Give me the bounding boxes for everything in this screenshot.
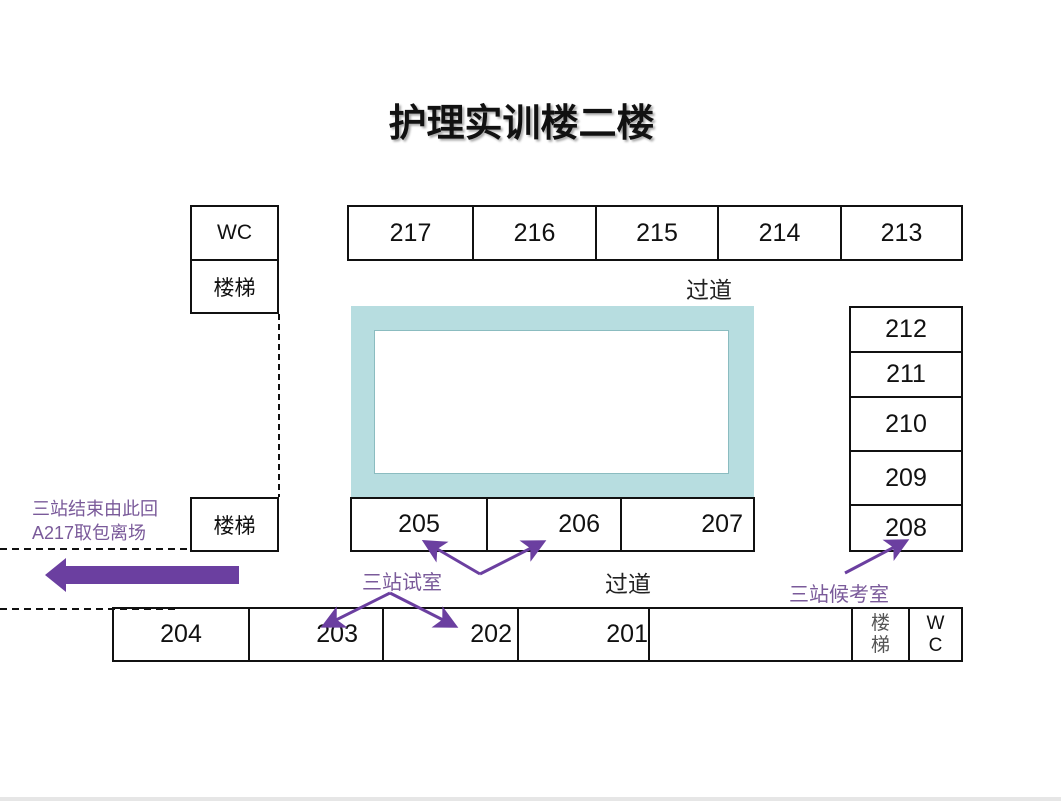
room-211: 211 [851,351,961,396]
room-216: 216 [472,207,595,259]
room-blank [648,609,851,660]
room-209: 209 [851,450,961,504]
room-stairs-top: 楼梯 [190,259,279,314]
courtyard-inner [374,330,729,474]
room-212: 212 [885,315,927,343]
room-213: 213 [840,207,961,259]
arrow-to-206 [479,540,547,576]
bottom-border [0,797,1061,801]
exit-note: 三站结束由此回 A217取包离场 [32,497,158,545]
waiting-room-label: 三站候考室 [789,584,889,606]
exam-room-label: 三站试室 [362,572,442,594]
bottom-room-row: 204 203 202 201 楼梯 WC [112,607,963,662]
exit-arrow-icon [45,558,239,592]
room-208: 208 [851,504,961,550]
room-stairs-left: 楼梯 [190,497,279,552]
room-206: 206 [486,499,620,550]
room-210: 210 [851,396,961,450]
room-202: 202 [382,609,517,660]
middle-room-row: 205 206 207 [350,497,755,552]
page-title: 护理实训楼二楼 [388,100,655,145]
room-205: 205 [398,510,440,538]
top-room-row: 217 216 215 214 213 [347,205,963,261]
room-204: 204 [160,620,202,648]
right-room-column: 212 211 210 209 208 [849,306,963,552]
room-stairs-bottom: 楼梯 [851,609,908,660]
arrow-to-208 [844,539,910,575]
room-wc-top: WC [190,205,279,261]
room-wc-bottom: WC [908,609,961,660]
arrow-to-203 [320,591,391,628]
room-207: 207 [620,499,753,550]
room-215: 215 [595,207,717,259]
courtyard [351,306,754,499]
room-214: 214 [717,207,840,259]
exit-note-line1: 三站结束由此回 [32,499,158,519]
room-201: 201 [517,609,648,660]
room-217: 217 [389,218,432,247]
exit-note-line2: A217取包离场 [32,523,147,543]
corridor-label-bottom: 过道 [605,571,651,597]
arrow-to-205 [421,539,481,576]
corridor-label-top: 过道 [686,277,732,303]
arrow-to-202 [389,591,459,628]
